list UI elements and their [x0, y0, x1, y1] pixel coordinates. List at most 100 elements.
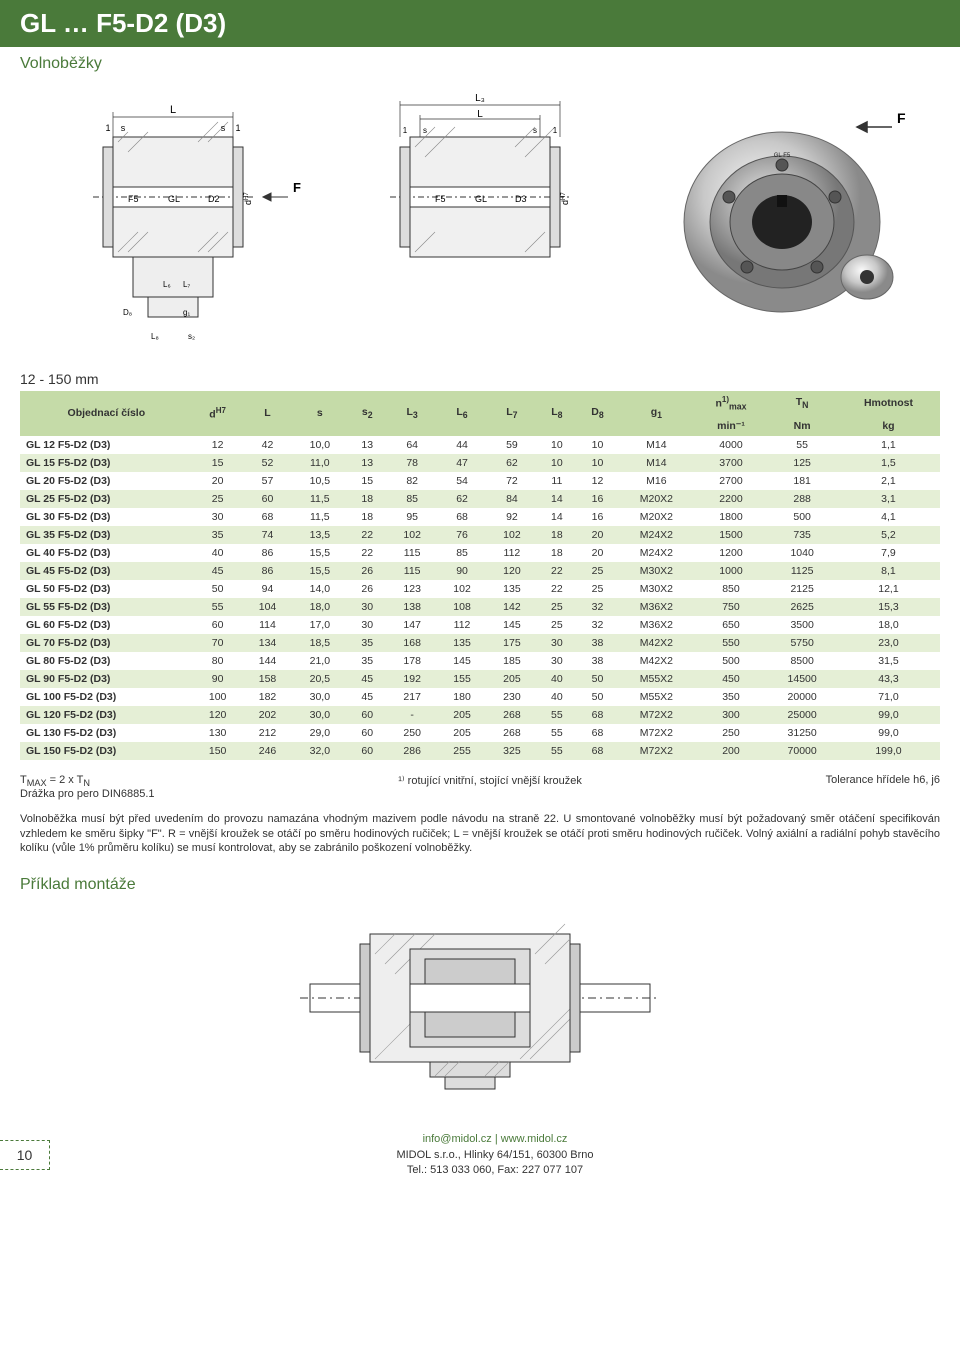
table-cell: 94	[243, 580, 293, 598]
table-cell: 31250	[767, 724, 837, 742]
table-cell: 182	[243, 688, 293, 706]
table-cell: GL 70 F5-D2 (D3)	[20, 634, 193, 652]
column-header: g1	[618, 391, 694, 436]
table-cell: 5750	[767, 634, 837, 652]
table-cell: 99,0	[837, 724, 940, 742]
table-cell: 205	[487, 670, 537, 688]
svg-text:1: 1	[106, 123, 111, 133]
table-cell: 500	[695, 652, 768, 670]
svg-text:1: 1	[553, 126, 558, 135]
table-cell: 30	[347, 598, 387, 616]
table-cell: 15,3	[837, 598, 940, 616]
table-cell: 18	[347, 490, 387, 508]
table-cell: 78	[387, 454, 437, 472]
table-cell: GL 30 F5-D2 (D3)	[20, 508, 193, 526]
table-cell: 50	[577, 688, 618, 706]
table-cell: 250	[387, 724, 437, 742]
table-cell: -	[387, 706, 437, 724]
table-cell: M30X2	[618, 562, 694, 580]
table-cell: 15,5	[292, 544, 347, 562]
table-cell: 71,0	[837, 688, 940, 706]
table-cell: 10	[537, 436, 577, 454]
table-cell: 35	[347, 634, 387, 652]
table-cell: 25	[577, 580, 618, 598]
table-cell: 12,1	[837, 580, 940, 598]
table-cell: 14,0	[292, 580, 347, 598]
diagram-d3: L₃ L 1 s s 1 F5 GL D3 dH7	[327, 87, 634, 347]
table-cell: 11,5	[292, 490, 347, 508]
table-cell: 92	[487, 508, 537, 526]
product-photo: F	[633, 87, 940, 347]
table-row: GL 35 F5-D2 (D3)357413,522102761021820M2…	[20, 526, 940, 544]
table-cell: 15,5	[292, 562, 347, 580]
table-cell: 64	[387, 436, 437, 454]
table-cell: 3700	[695, 454, 768, 472]
table-cell: 16	[577, 490, 618, 508]
table-cell: 16	[577, 508, 618, 526]
table-cell: 38	[577, 652, 618, 670]
svg-text:s: s	[423, 126, 427, 135]
table-cell: 8,1	[837, 562, 940, 580]
svg-text:F5: F5	[435, 194, 446, 204]
table-cell: GL 40 F5-D2 (D3)	[20, 544, 193, 562]
table-cell: 104	[243, 598, 293, 616]
table-cell: 95	[387, 508, 437, 526]
table-cell: 40	[537, 688, 577, 706]
table-cell: 180	[437, 688, 487, 706]
table-cell: 11	[537, 472, 577, 490]
table-cell: 90	[193, 670, 243, 688]
table-cell: 288	[767, 490, 837, 508]
table-row: GL 150 F5-D2 (D3)15024632,06028625532555…	[20, 742, 940, 760]
table-cell: 1040	[767, 544, 837, 562]
table-cell: 350	[695, 688, 768, 706]
table-cell: 80	[193, 652, 243, 670]
table-cell: 45	[347, 688, 387, 706]
table-cell: 10	[577, 454, 618, 472]
table-cell: 135	[437, 634, 487, 652]
svg-text:L₆: L₆	[163, 280, 171, 289]
subtitle: Volnoběžky	[0, 47, 960, 77]
table-cell: 60	[347, 742, 387, 760]
table-cell: 1,5	[837, 454, 940, 472]
column-unit: kg	[837, 416, 940, 436]
table-cell: GL 130 F5-D2 (D3)	[20, 724, 193, 742]
table-cell: 246	[243, 742, 293, 760]
table-cell: 26	[347, 580, 387, 598]
table-cell: 130	[193, 724, 243, 742]
table-cell: 13	[347, 436, 387, 454]
table-cell: 35	[347, 652, 387, 670]
table-row: GL 90 F5-D2 (D3)9015820,5451921552054050…	[20, 670, 940, 688]
table-cell: 25	[577, 562, 618, 580]
dimension-range: 12 - 150 mm	[0, 367, 960, 391]
table-row: GL 45 F5-D2 (D3)458615,526115901202225M3…	[20, 562, 940, 580]
table-cell: 115	[387, 544, 437, 562]
table-cell: GL 15 F5-D2 (D3)	[20, 454, 193, 472]
table-cell: M72X2	[618, 742, 694, 760]
table-cell: 10	[577, 436, 618, 454]
table-cell: 14	[537, 508, 577, 526]
footer-text: info@midol.cz | www.midol.cz MIDOL s.r.o…	[50, 1132, 940, 1178]
table-cell: 123	[387, 580, 437, 598]
svg-text:D₈: D₈	[123, 308, 132, 317]
table-cell: M30X2	[618, 580, 694, 598]
column-unit: min⁻¹	[695, 416, 768, 436]
table-cell: 32,0	[292, 742, 347, 760]
table-cell: M24X2	[618, 544, 694, 562]
table-cell: 135	[487, 580, 537, 598]
svg-text:F: F	[897, 110, 906, 126]
note-right: Tolerance hřídele h6, j6	[826, 774, 940, 800]
table-cell: 750	[695, 598, 768, 616]
table-cell: 7,9	[837, 544, 940, 562]
table-cell: 230	[487, 688, 537, 706]
table-cell: 102	[387, 526, 437, 544]
column-header: L7	[487, 391, 537, 436]
table-cell: 145	[487, 616, 537, 634]
table-cell: 38	[577, 634, 618, 652]
example-diagram	[0, 900, 960, 1100]
table-cell: 175	[487, 634, 537, 652]
table-cell: 20000	[767, 688, 837, 706]
table-cell: 3500	[767, 616, 837, 634]
table-cell: 1800	[695, 508, 768, 526]
table-cell: 25	[537, 598, 577, 616]
table-cell: 86	[243, 544, 293, 562]
